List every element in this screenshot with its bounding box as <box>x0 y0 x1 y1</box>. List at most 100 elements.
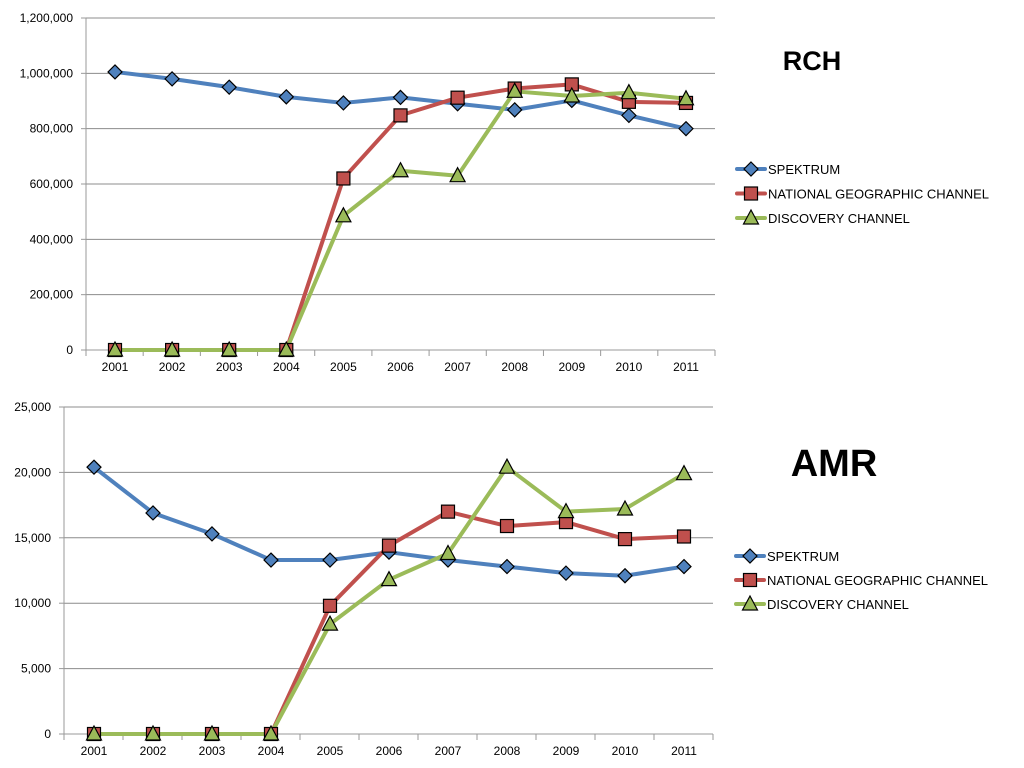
rch-x-tick-label: 2002 <box>159 360 186 374</box>
rch-point-0 <box>164 71 180 87</box>
amr-y-tick-label: 0 <box>44 727 51 741</box>
rch-y-tick-label: 1,200,000 <box>20 11 74 25</box>
amr-x-tick-label: 2007 <box>435 744 462 758</box>
rch-point-2 <box>506 82 524 98</box>
rch-legend-label: DISCOVERY CHANNEL <box>768 211 910 226</box>
amr-y-tick-label: 20,000 <box>14 465 51 479</box>
rch-point-2 <box>163 340 181 357</box>
rch-legend-marker <box>743 186 759 201</box>
rch-point-0 <box>506 102 523 118</box>
amr-point-2 <box>144 724 162 741</box>
amr-legend-marker <box>742 548 758 564</box>
amr-x-tick-label: 2005 <box>317 744 344 758</box>
amr-point-1 <box>676 529 692 544</box>
rch-y-tick-label: 200,000 <box>30 288 74 302</box>
rch-point-2 <box>620 83 638 100</box>
amr-legend-label: NATIONAL GEOGRAPHIC CHANNEL <box>767 573 988 588</box>
rch-point-0 <box>278 89 295 105</box>
amr-point-1 <box>440 504 456 519</box>
rch-y-tick-label: 400,000 <box>30 232 74 246</box>
amr-series-line-2 <box>92 465 686 736</box>
amr-point-0 <box>617 567 633 584</box>
rch-point-2 <box>391 161 410 178</box>
rch-point-1 <box>393 108 408 123</box>
amr-legend-label: SPEKTRUM <box>767 549 839 564</box>
amr-chart: 0 5,000 10,000 15,000 20,000 25,000 2001 2002 20… <box>14 400 988 758</box>
rch-x-tick-label: 2004 <box>273 360 300 374</box>
amr-point-0 <box>263 552 279 568</box>
rch-series-line-2 <box>113 89 688 352</box>
amr-point-2 <box>498 457 516 474</box>
amr-point-2 <box>203 724 221 741</box>
rch-point-2 <box>106 340 124 357</box>
amr-x-tick-label: 2002 <box>140 744 167 758</box>
amr-point-2 <box>85 724 103 741</box>
amr-point-0 <box>676 558 692 575</box>
amr-point-0 <box>145 505 161 521</box>
rch-x-tick-label: 2003 <box>216 360 243 374</box>
rch-legend-label: NATIONAL GEOGRAPHIC CHANNEL <box>768 187 989 202</box>
rch-legend-label: SPEKTRUM <box>768 162 840 177</box>
rch-y-tick-label: 800,000 <box>30 122 74 136</box>
rch-point-0 <box>335 95 352 111</box>
rch-x-tick-label: 2008 <box>501 360 528 374</box>
amr-point-0 <box>86 459 102 476</box>
rch-y-tick-label: 600,000 <box>30 177 74 191</box>
amr-y-tick-label: 5,000 <box>21 662 51 676</box>
amr-y-tick-label: 15,000 <box>14 531 51 545</box>
amr-point-0 <box>204 526 220 542</box>
rch-x-tick-label: 2001 <box>102 360 129 374</box>
rch-x-tick-label: 2005 <box>330 360 357 374</box>
rch-x-tick-label: 2009 <box>558 360 585 374</box>
amr-x-tick-label: 2006 <box>376 744 403 758</box>
rch-series-line-1 <box>113 82 688 352</box>
rch-point-0 <box>221 79 238 96</box>
amr-x-tick-label: 2003 <box>199 744 226 758</box>
rch-y-tick-label: 0 <box>66 343 73 357</box>
rch-point-1 <box>336 171 351 186</box>
rch-point-0 <box>107 64 123 80</box>
amr-x-tick-label: 2001 <box>81 744 108 758</box>
rch-y-tick-label: 1,000,000 <box>20 66 74 80</box>
rch-x-tick-label: 2011 <box>673 360 699 374</box>
amr-point-1 <box>381 538 397 553</box>
rch-x-tick-label: 2007 <box>444 360 471 374</box>
rch-point-2 <box>334 206 352 223</box>
amr-point-1 <box>617 532 633 547</box>
amr-point-2 <box>557 502 575 519</box>
rch-point-0 <box>621 107 637 124</box>
rch-point-0 <box>678 120 694 137</box>
rch-point-2 <box>220 340 238 357</box>
amr-point-1 <box>499 518 515 534</box>
amr-chart-title: AMR <box>791 443 878 485</box>
rch-point-1 <box>450 90 465 105</box>
rch-chart-title: RCH <box>783 46 842 76</box>
amr-point-0 <box>499 558 515 575</box>
amr-point-0 <box>322 552 338 568</box>
rch-chart: 0 200,000 400,000 600,000 800,000 1,000,000 1,… <box>20 11 989 374</box>
amr-point-2 <box>616 499 634 516</box>
rch-point-2 <box>563 86 581 103</box>
amr-x-tick-label: 2008 <box>494 744 521 758</box>
amr-x-tick-label: 2011 <box>671 744 697 758</box>
amr-point-2 <box>439 544 457 561</box>
amr-point-2 <box>262 724 280 741</box>
amr-point-0 <box>558 565 574 581</box>
amr-y-tick-label: 10,000 <box>14 596 51 610</box>
rch-point-2 <box>277 340 295 357</box>
amr-legend-marker <box>741 594 759 611</box>
amr-legend-label: DISCOVERY CHANNEL <box>767 597 909 612</box>
rch-legend-marker <box>742 208 760 225</box>
amr-point-2 <box>380 570 398 587</box>
rch-point-2 <box>677 89 695 106</box>
rch-point-2 <box>449 166 467 183</box>
amr-point-2 <box>321 614 339 631</box>
amr-legend-marker <box>742 572 758 588</box>
amr-y-tick-label: 25,000 <box>14 400 51 414</box>
amr-x-tick-label: 2004 <box>258 744 285 758</box>
amr-point-2 <box>675 464 693 481</box>
rch-x-tick-label: 2010 <box>616 360 643 374</box>
rch-point-0 <box>392 89 409 106</box>
